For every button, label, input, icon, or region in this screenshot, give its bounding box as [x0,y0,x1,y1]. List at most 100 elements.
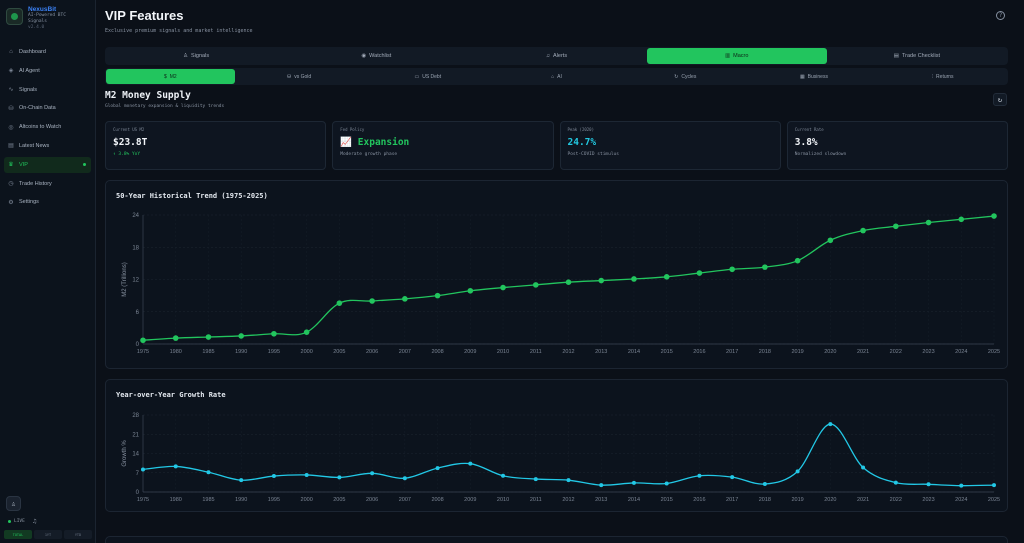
brand[interactable]: NexusBit AI-Powered BTC Signals v2.4.0 [0,0,95,36]
card-label: Current Rate [794,127,824,132]
page-subtitle: Exclusive premium signals and market int… [105,28,253,34]
data-point [402,476,407,481]
x-tick-label: 2023 [922,349,934,355]
x-tick-label: 2019 [791,349,803,355]
card-label: Current US M2 [113,127,145,132]
data-point [893,480,898,485]
sidebar-item-ai-agent[interactable]: ◈ AI Agent [4,63,91,79]
sidebar-item-dashboard[interactable]: ⌂ Dashboard [4,44,91,60]
x-tick-label: 2020 [824,349,836,355]
subtab-m2[interactable]: $ M2 [106,69,235,84]
sidebar-item-label: VIP [19,161,28,168]
sidebar-item-label: Signals [19,86,38,93]
sidebar-item-settings[interactable]: ⚙ Settings [4,194,91,210]
x-tick-label: 2025 [988,497,1000,503]
sidebar-item-label: Altcoins to Watch [19,124,62,131]
help-icon[interactable]: ? [996,11,1005,20]
sidebar-item-trade-history[interactable]: ◷ Trade History [4,176,91,192]
target-icon: ◎ [8,124,14,131]
data-point [434,292,441,299]
clock-icon: ◷ [8,181,14,188]
sidebar-item-altcoins[interactable]: ◎ Altcoins to Watch [4,119,91,135]
x-tick-label: 2024 [955,497,967,503]
x-tick-label: 1985 [202,349,214,355]
x-tick-label: 2006 [366,497,378,503]
data-point [729,266,735,273]
card-value: 📈 Expansion [340,137,410,148]
cycle-icon: ↻ [674,73,679,80]
range-selector: TOTAL 1YT YTD [4,530,92,539]
card-value: 3.8% [794,137,818,148]
y-tick-label: 14 [132,452,139,458]
x-tick-label: 2018 [759,349,771,355]
tab-alerts[interactable]: ♫ Alerts [466,48,646,64]
x-tick-label: 2022 [890,497,902,503]
refresh-button[interactable]: ↻ [993,93,1007,106]
data-point [435,466,440,471]
m2-trend-plot: 0 6 12 18 24 1975 1980 1985 1990 1995 2000 2005 2006… [122,213,1000,355]
clipboard-icon: ▤ [893,53,899,59]
range-1yt-button[interactable]: 1YT [34,530,62,539]
sidebar-item-signals[interactable]: ∿ Signals [4,82,91,98]
user-avatar-icon[interactable]: ♙ [6,496,21,511]
card-label: Peak (2020) [567,127,595,132]
x-tick-label: 2023 [922,497,934,503]
subtab-cycles[interactable]: ↻ Cycles [621,69,750,84]
x-tick-label: 2008 [431,497,443,503]
y-tick-label: 0 [136,342,140,348]
card-note: Normalized slowdown [794,152,847,157]
subtab-returns[interactable]: ⫶ Returns [878,69,1007,84]
subtab-vs-gold[interactable]: ⛁ vs Gold [235,69,364,84]
y-tick-label: 12 [132,278,139,284]
y-tick-label: 21 [132,432,139,438]
tab-trade-checklist[interactable]: ▤ Trade Checklist [827,48,1007,64]
y-axis-label: M2 (Trillions) [122,262,128,296]
x-tick-label: 1980 [170,497,182,503]
sidebar-item-latest-news[interactable]: ▤ Latest News [4,138,91,154]
subtab-label: Business [807,73,828,80]
bell-icon[interactable]: ♫ [32,517,37,525]
data-point [336,300,343,306]
range-ytd-button[interactable]: YTD [64,530,92,539]
data-point [205,334,212,340]
x-tick-label: 2021 [857,497,869,503]
x-tick-label: 1975 [137,497,149,503]
data-point [141,467,145,472]
x-tick-label: 2017 [726,349,738,355]
y-tick-label: 6 [136,310,140,316]
sidebar-nav: ⌂ Dashboard ◈ AI Agent ∿ Signals ⛁ On-Chain … [4,44,91,213]
x-tick-label: 1995 [268,349,280,355]
data-point [663,274,670,280]
tab-watchlist[interactable]: ◉ Watchlist [286,48,466,64]
x-tick-label: 1985 [202,497,214,503]
sidebar: NexusBit AI-Powered BTC Signals v2.4.0 ⌂… [0,0,96,543]
x-tick-label: 2020 [824,497,836,503]
x-tick-label: 2018 [759,497,771,503]
x-tick-label: 2021 [857,349,869,355]
x-tick-label: 1995 [268,497,280,503]
y-tick-label: 18 [132,245,139,251]
data-point [238,333,244,339]
subtab-ai[interactable]: ⌂ AI [492,69,621,84]
data-point [370,471,375,476]
sidebar-item-vip[interactable]: ♛ VIP [4,156,91,173]
chart-title: 50-Year Historical Trend (1975-2025) [116,192,268,200]
y-tick-label: 28 [132,413,139,419]
stat-card-peak: Peak (2020) 24.7% Post-COVID stimulus [559,121,781,170]
subtab-label: AI [557,73,562,80]
data-point [631,480,636,485]
data-point [565,279,572,285]
x-tick-label: 2017 [726,497,738,503]
subtab-us-debt[interactable]: ▭ US Debt [363,69,492,84]
subtab-business[interactable]: ▦ Business [750,69,879,84]
data-point [402,296,408,302]
news-icon: ▤ [8,143,14,150]
tab-macro[interactable]: ▥ Macro [646,48,827,64]
range-total-button[interactable]: TOTAL [4,530,32,539]
tab-signals[interactable]: ♙ Signals [106,48,286,64]
data-point [861,465,866,470]
sidebar-item-on-chain-data[interactable]: ⛁ On-Chain Data [4,100,91,116]
data-point [827,237,834,244]
x-tick-label: 2009 [464,349,476,355]
data-point [959,483,964,488]
